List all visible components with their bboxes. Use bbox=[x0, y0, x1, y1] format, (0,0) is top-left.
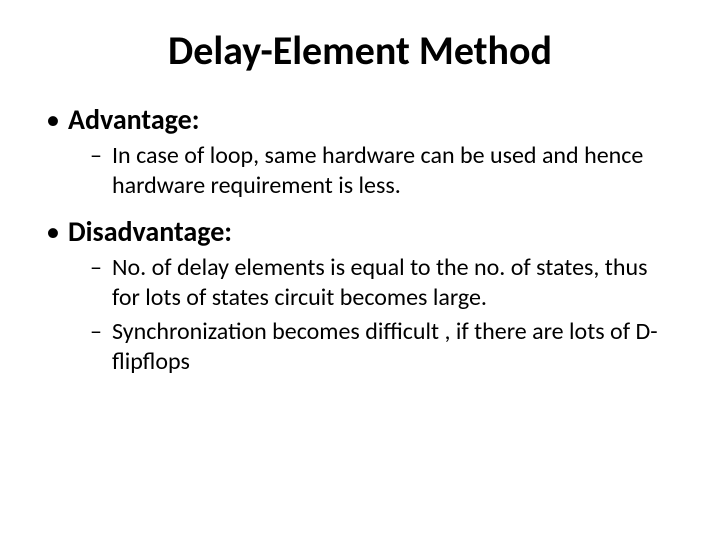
sub-list-item: Synchronization becomes difficult , if t… bbox=[68, 317, 680, 377]
list-item-label: Advantage: bbox=[68, 102, 199, 137]
sub-list-item: In case of loop, same hardware can be us… bbox=[68, 141, 680, 201]
list-item: Advantage: In case of loop, same hardwar… bbox=[40, 103, 680, 201]
list-item: Disadvantage: No. of delay elements is e… bbox=[40, 215, 680, 377]
slide-title: Delay-Element Method bbox=[40, 26, 680, 75]
slide: Delay-Element Method Advantage: In case … bbox=[0, 0, 720, 540]
bullet-list: Advantage: In case of loop, same hardwar… bbox=[40, 103, 680, 377]
list-item-label: Disadvantage: bbox=[68, 214, 232, 249]
sub-list: No. of delay elements is equal to the no… bbox=[68, 253, 680, 377]
sub-list: In case of loop, same hardware can be us… bbox=[68, 141, 680, 201]
sub-list-item: No. of delay elements is equal to the no… bbox=[68, 253, 680, 313]
